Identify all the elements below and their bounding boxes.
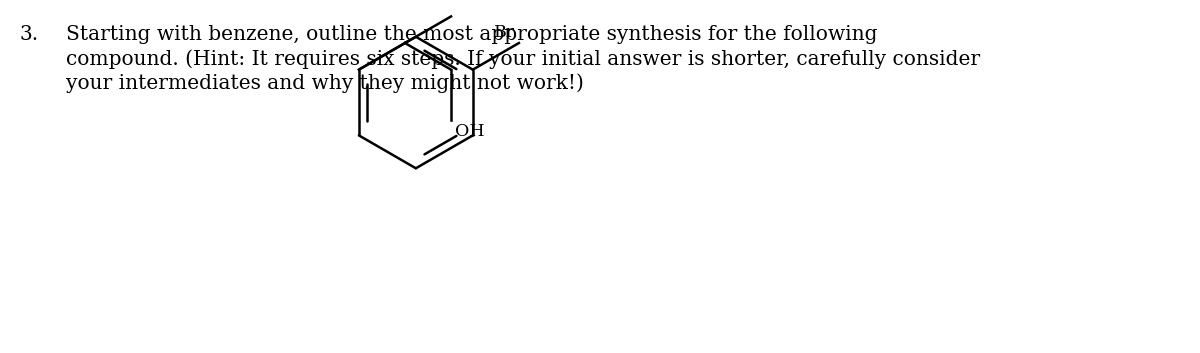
Text: compound. (Hint: It requires six steps. If your initial answer is shorter, caref: compound. (Hint: It requires six steps. … [66, 49, 980, 69]
Text: 3.: 3. [19, 25, 38, 44]
Text: Starting with benzene, outline the most appropriate synthesis for the following: Starting with benzene, outline the most … [66, 25, 877, 44]
Text: OH: OH [455, 123, 485, 140]
Text: your intermediates and why they might not work!): your intermediates and why they might no… [66, 73, 583, 93]
Text: Br: Br [494, 24, 515, 41]
